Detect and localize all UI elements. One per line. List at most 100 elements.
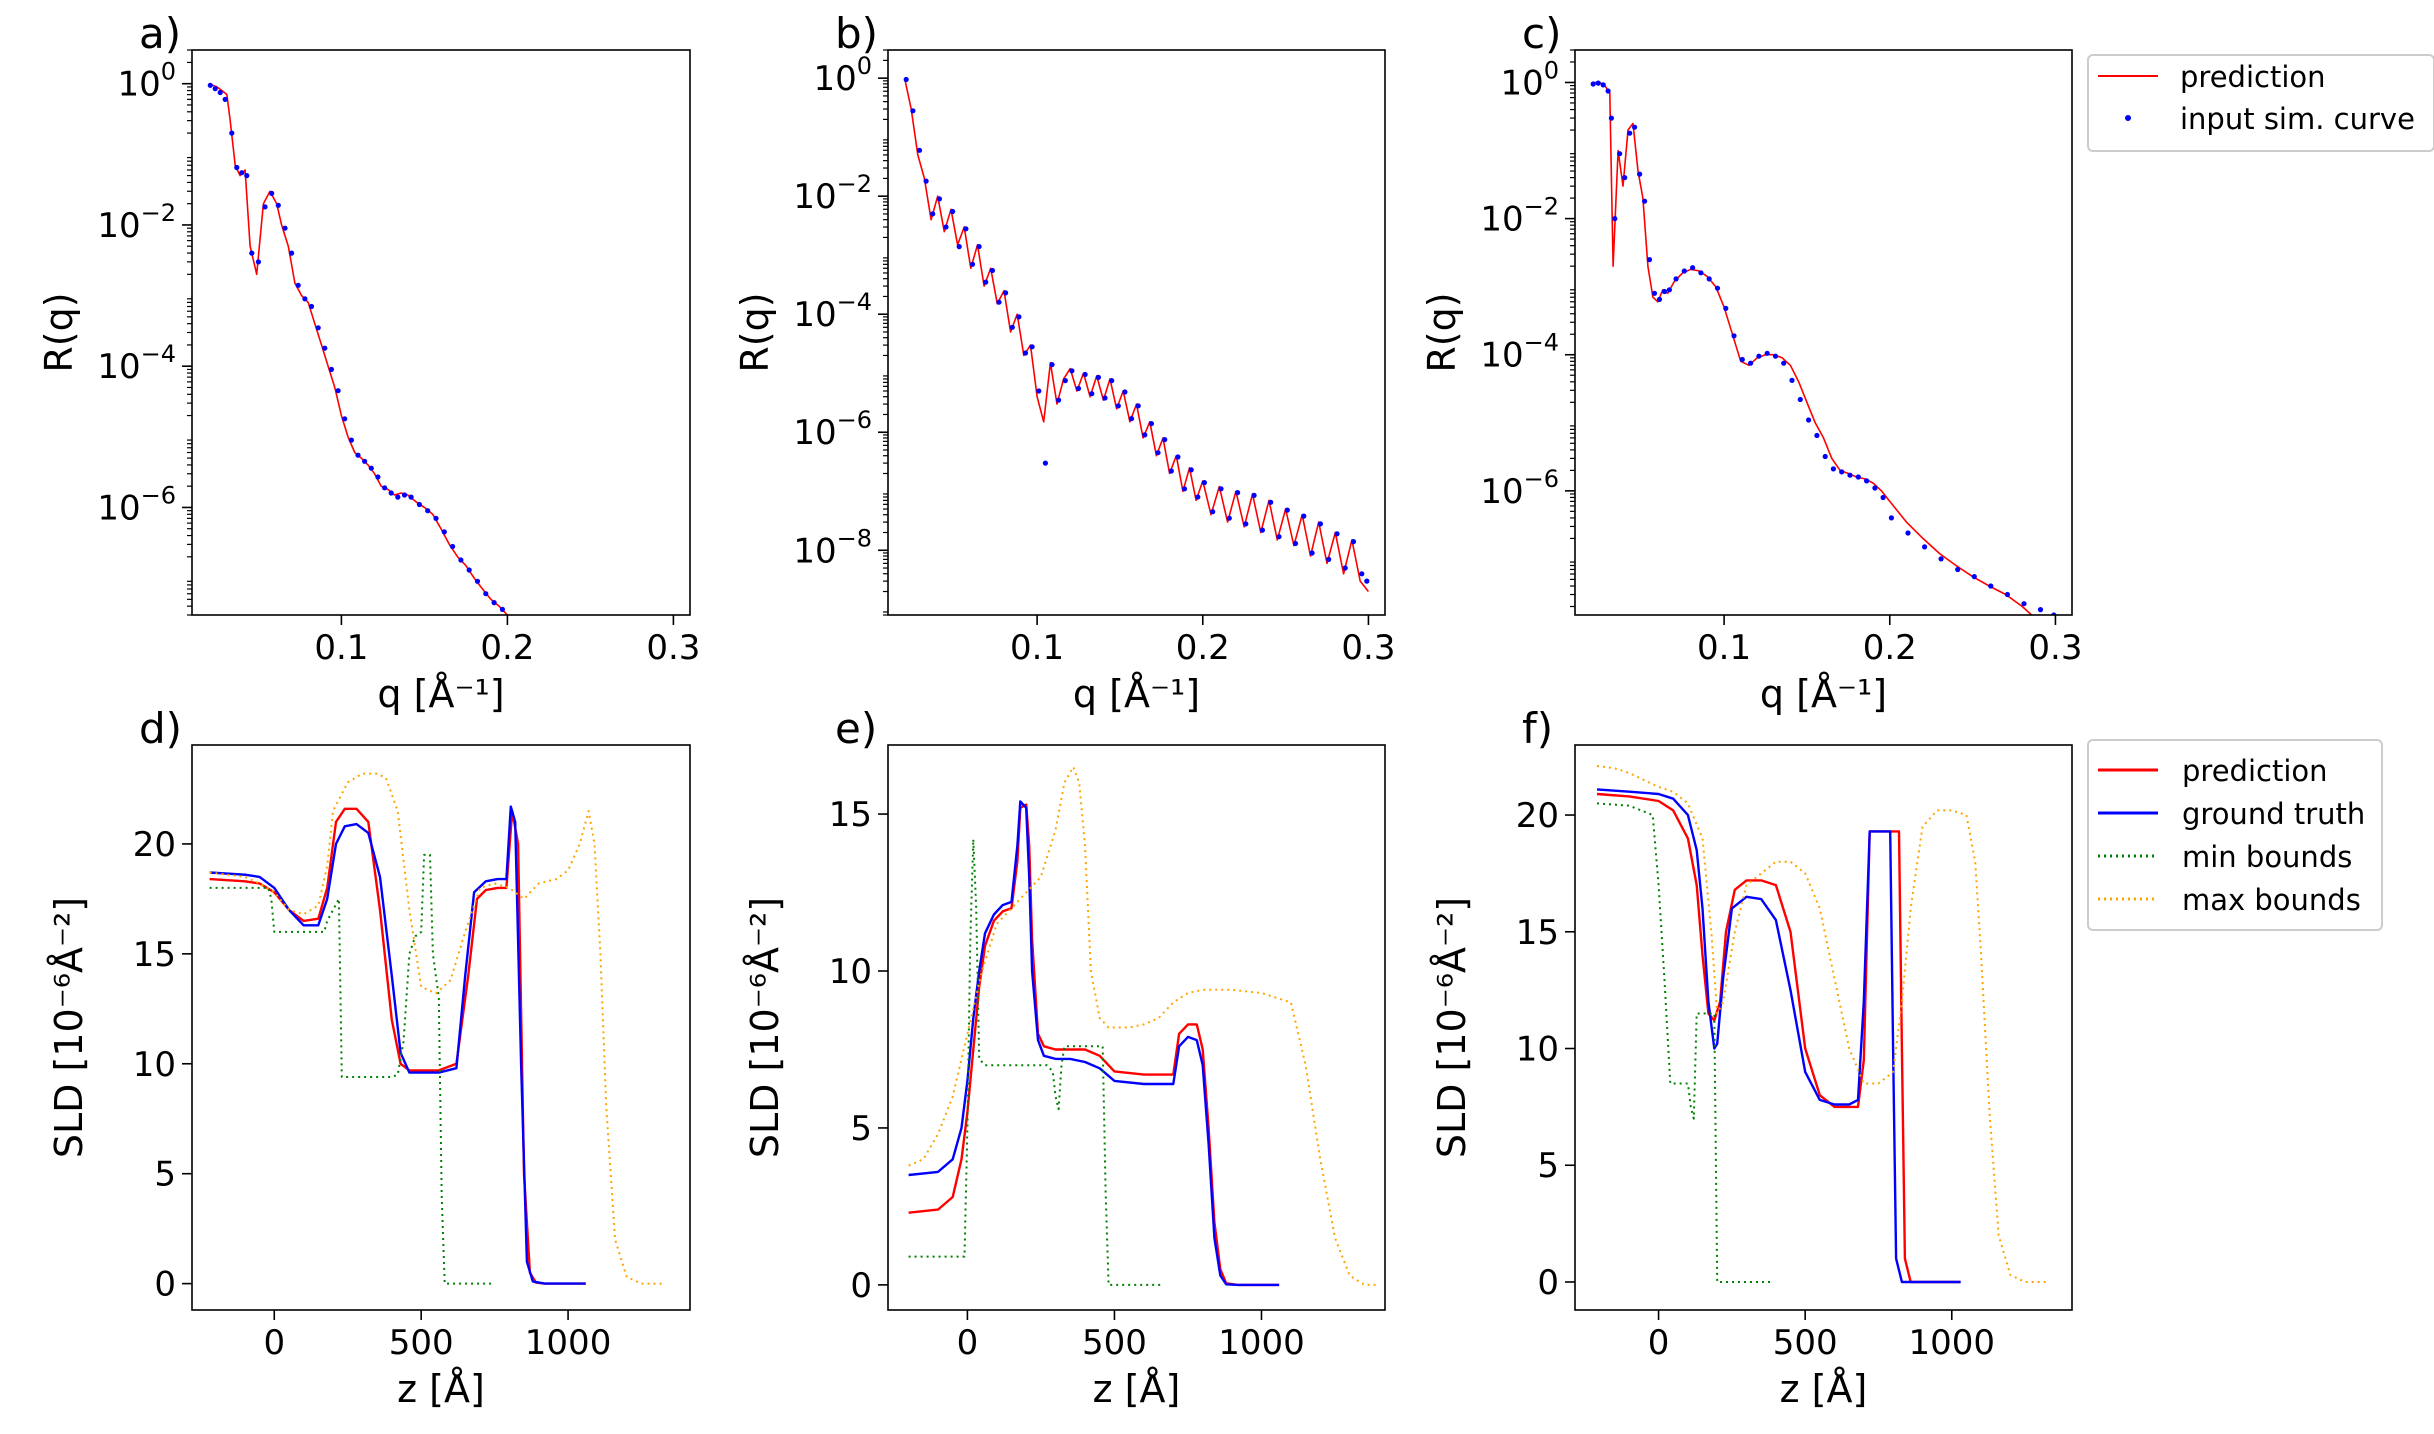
data-point [1062, 378, 1068, 384]
data-point [1608, 115, 1614, 121]
legend-bottom-frame [2087, 739, 2383, 931]
data-point [1003, 290, 1009, 296]
series-f-ground-truth [1596, 788, 1961, 1284]
data-point [950, 208, 956, 215]
data-point [382, 485, 388, 491]
series-d-min-bounds [209, 853, 495, 1285]
data-point [375, 474, 381, 480]
data-point [1168, 468, 1174, 474]
series-e-min-bounds [908, 838, 1162, 1286]
data-point [1595, 80, 1601, 86]
plot-area-d [209, 772, 665, 1285]
data-point [1259, 527, 1265, 533]
y-tick-label: 0 [154, 1265, 176, 1305]
data-point [1847, 472, 1853, 478]
data-point [1301, 513, 1307, 519]
y-tick-exponent: −6 [141, 481, 176, 509]
data-point [1069, 368, 1075, 374]
x-tick-label: 0.2 [1176, 628, 1230, 668]
series-e-max-bounds [908, 766, 1380, 1286]
data-point [976, 244, 982, 250]
x-tick-label: 1000 [525, 1323, 612, 1363]
data-point [1142, 432, 1148, 438]
data-point [458, 557, 464, 563]
panel-e: 0 500 1000 0 5 10 15 z [Å] SLD [10⁻⁶Å⁻²] e) [743, 704, 1386, 1411]
data-point [416, 501, 422, 508]
data-point [1226, 515, 1232, 521]
data-point [466, 567, 472, 573]
data-point [1723, 305, 1729, 311]
data-point [1656, 296, 1663, 302]
data-point [1642, 198, 1648, 204]
data-point [295, 282, 301, 288]
data-point [1075, 385, 1082, 392]
x-tick-label: 0.1 [1697, 628, 1751, 668]
y-tick-exponent: −4 [837, 288, 872, 316]
y-axis-label: R(q) [1420, 292, 1464, 372]
y-tick-label: 5 [850, 1109, 872, 1149]
data-point [249, 250, 255, 256]
data-point [1681, 268, 1687, 274]
data-point [1797, 396, 1803, 403]
data-point [433, 515, 439, 522]
data-point [269, 190, 275, 196]
data-point [1739, 356, 1745, 363]
y-tick-label: 20 [133, 825, 176, 865]
data-point [217, 89, 223, 96]
data-point [1162, 437, 1168, 443]
data-point [1627, 130, 1633, 136]
series-d-max-bounds [209, 772, 665, 1285]
y-tick-exponent: −6 [1524, 465, 1559, 493]
data-point [1855, 474, 1861, 480]
data-point [936, 196, 943, 202]
data-point [916, 147, 923, 153]
x-tick-label: 1000 [1909, 1323, 1996, 1363]
plot-area-e [908, 766, 1380, 1287]
data-point [1731, 333, 1737, 339]
data-point [1922, 544, 1928, 550]
data-point [1115, 403, 1121, 409]
legend-top-frame [2087, 54, 2434, 152]
data-point [1049, 362, 1055, 368]
data-point [996, 299, 1002, 305]
plot-area-a [207, 82, 513, 615]
x-tick-label: 0.1 [1010, 628, 1064, 668]
data-point [335, 388, 341, 394]
data-point [1673, 276, 1679, 282]
data-point [244, 173, 250, 179]
data-point [1201, 480, 1207, 486]
series-f-max-bounds [1596, 765, 2049, 1283]
data-point [491, 600, 497, 606]
data-point [1235, 490, 1241, 496]
series-d-ground-truth [209, 805, 586, 1285]
data-point [2037, 607, 2044, 613]
panel-label: a) [139, 9, 181, 58]
data-point [315, 325, 321, 331]
data-point [450, 543, 456, 550]
y-tick-exponent: 0 [161, 58, 176, 86]
data-point [1181, 486, 1188, 492]
data-point [1109, 378, 1115, 384]
legend-top: prediction input sim. curve [2087, 54, 2434, 152]
data-point [1632, 124, 1638, 130]
data-point [342, 416, 348, 422]
legend-bottom-label-max-bounds: max bounds [2182, 883, 2361, 917]
series-e-ground-truth [908, 800, 1280, 1287]
data-point [395, 494, 401, 500]
y-tick-exponent: −6 [837, 406, 872, 434]
data-point [388, 490, 394, 496]
plot-area-f [1596, 765, 2049, 1284]
data-point [207, 82, 213, 88]
data-point [1188, 467, 1194, 473]
data-point [2004, 591, 2010, 598]
data-point [1364, 578, 1370, 584]
y-tick-label: 5 [154, 1155, 176, 1195]
panel-d: 0 500 1000 0 5 10 15 20 z [Å] SLD [10⁻⁶Å⁻²] d) [47, 704, 691, 1411]
y-tick-exponent: 0 [1544, 56, 1559, 84]
y-tick-label: 100 [1500, 56, 1559, 103]
data-point [1690, 265, 1696, 271]
y-tick-label: 0 [850, 1266, 872, 1306]
data-point [308, 303, 315, 310]
data-point [1334, 531, 1340, 537]
x-tick-label: 0 [1648, 1323, 1670, 1363]
